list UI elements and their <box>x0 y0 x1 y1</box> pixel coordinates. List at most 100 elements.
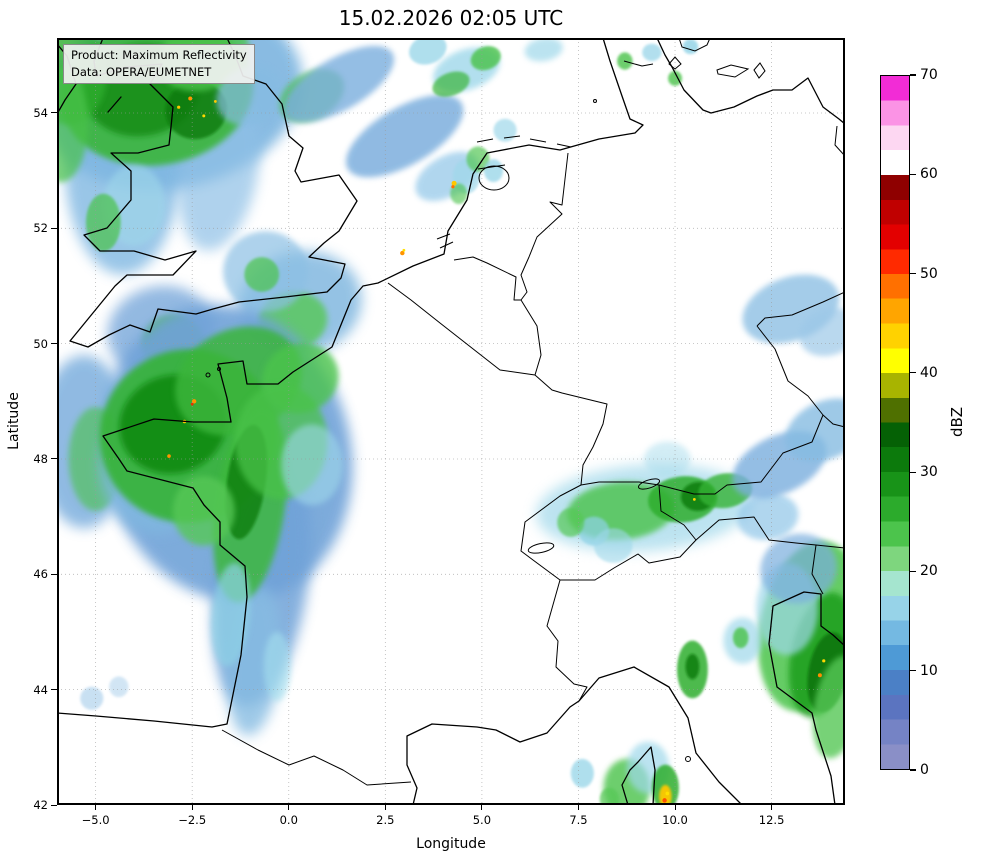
y-tick-mark <box>51 112 57 114</box>
radar-echo-layer <box>57 38 845 805</box>
x-tick-label: 10.0 <box>662 813 688 827</box>
radar-echo <box>432 71 470 97</box>
radar-echo <box>109 676 129 698</box>
border-netherlands-germany <box>520 152 569 301</box>
radar-echo-speckle <box>190 402 194 406</box>
radar-echo-speckle <box>188 96 193 101</box>
colorbar-tick-mark <box>910 471 916 473</box>
lake-ijsselmeer <box>478 165 510 191</box>
radar-echo <box>57 66 88 183</box>
coastline-continent-north <box>57 38 644 728</box>
x-tick-label: 12.5 <box>758 813 785 827</box>
border-belgium-netherlands <box>453 256 521 301</box>
radar-echo <box>263 631 291 702</box>
y-tick-label: 44 <box>33 682 48 697</box>
border-france-belgium <box>387 282 536 376</box>
border-france-italy <box>546 579 588 702</box>
radar-echo <box>85 193 121 252</box>
y-tick-mark <box>51 227 57 229</box>
radar-echo <box>599 787 620 805</box>
radar-echo-speckle <box>400 250 405 256</box>
radar-echo <box>642 43 662 62</box>
border-germany-belgium-france <box>520 299 608 486</box>
colorbar-tick-label: 10 <box>920 662 938 679</box>
border-czech-germany-north <box>756 291 845 327</box>
x-tick-mark <box>288 805 290 810</box>
colorbar-tick-label: 30 <box>920 464 938 481</box>
colorbar-tick-mark <box>910 372 916 374</box>
colorbar-tick-mark <box>910 570 916 573</box>
radar-echo <box>593 528 633 563</box>
coastline-corsica <box>621 746 656 805</box>
product-info-box: Product: Maximum Reflectivity Data: OPER… <box>63 44 255 85</box>
colorbar-tick-mark <box>910 670 916 672</box>
colorbar <box>880 75 910 770</box>
radar-echo <box>281 424 343 506</box>
x-tick-mark <box>384 805 386 810</box>
island-falster <box>753 62 766 79</box>
radar-echo <box>466 146 490 172</box>
coastline-baltic <box>656 38 845 125</box>
radar-echo <box>644 441 691 477</box>
x-tick-label: 0.0 <box>279 813 298 827</box>
y-tick-mark <box>51 573 57 575</box>
x-tick-label: −2.5 <box>178 813 207 827</box>
radar-echo <box>345 94 464 178</box>
radar-echo <box>211 562 251 667</box>
radar-echo <box>570 758 594 788</box>
border-germany-poland <box>834 125 845 157</box>
radar-echo-speckle <box>202 114 206 118</box>
radar-echo <box>80 686 104 710</box>
colorbar-tick-mark <box>910 272 916 275</box>
colorbar-tick-label: 20 <box>920 563 938 580</box>
island-guernsey <box>217 367 221 371</box>
radar-echo <box>244 257 280 292</box>
radar-echo <box>812 655 845 759</box>
y-axis-label: Latitude <box>6 392 22 450</box>
colorbar-unit-label: dBZ <box>948 406 966 438</box>
radar-echo-speckle <box>662 798 667 803</box>
lake-layer <box>477 164 661 554</box>
border-denmark-germany <box>623 60 654 67</box>
x-tick-mark <box>481 805 483 810</box>
y-tick-label: 46 <box>33 567 48 582</box>
radar-echo-speckle <box>167 454 171 458</box>
x-tick-label: 2.5 <box>376 813 395 827</box>
country-border-layer <box>221 60 845 786</box>
colorbar-tick-label: 70 <box>920 67 938 83</box>
radar-echo <box>557 508 585 537</box>
colorbar-tick-label: 0 <box>920 762 929 778</box>
island-jersey <box>205 372 211 378</box>
coastline-adriatic <box>768 591 845 805</box>
radar-echo-speckle <box>692 497 696 501</box>
y-tick-mark <box>51 689 57 691</box>
island-lolland <box>716 64 750 78</box>
lake-geneva <box>527 542 555 554</box>
radar-echo <box>409 38 447 65</box>
frisian-islands <box>476 135 572 148</box>
radar-echo <box>470 46 501 71</box>
coastline-isle-of-man <box>107 96 122 113</box>
radar-echo <box>524 38 563 62</box>
island-heligoland <box>593 99 597 103</box>
island-elba <box>685 756 691 762</box>
radar-echo <box>172 476 235 546</box>
border-germany-austria <box>658 414 824 495</box>
x-tick-mark <box>771 805 773 810</box>
y-tick-mark <box>51 804 57 806</box>
x-tick-mark <box>674 805 676 810</box>
x-tick-mark <box>191 805 193 810</box>
radar-echo <box>283 45 395 123</box>
border-spain-france <box>221 729 412 786</box>
x-axis-label: Longitude <box>416 836 486 852</box>
x-tick-mark <box>577 805 579 810</box>
y-tick-label: 48 <box>33 451 48 466</box>
colorbar-gradient <box>881 76 909 769</box>
radar-echo-speckle <box>665 791 670 796</box>
radar-echo <box>737 493 799 540</box>
y-tick-label: 54 <box>33 105 48 120</box>
radar-echo <box>659 784 672 805</box>
colorbar-tick-mark <box>910 769 916 771</box>
x-tick-mark <box>95 805 97 810</box>
island-layer <box>205 38 766 762</box>
